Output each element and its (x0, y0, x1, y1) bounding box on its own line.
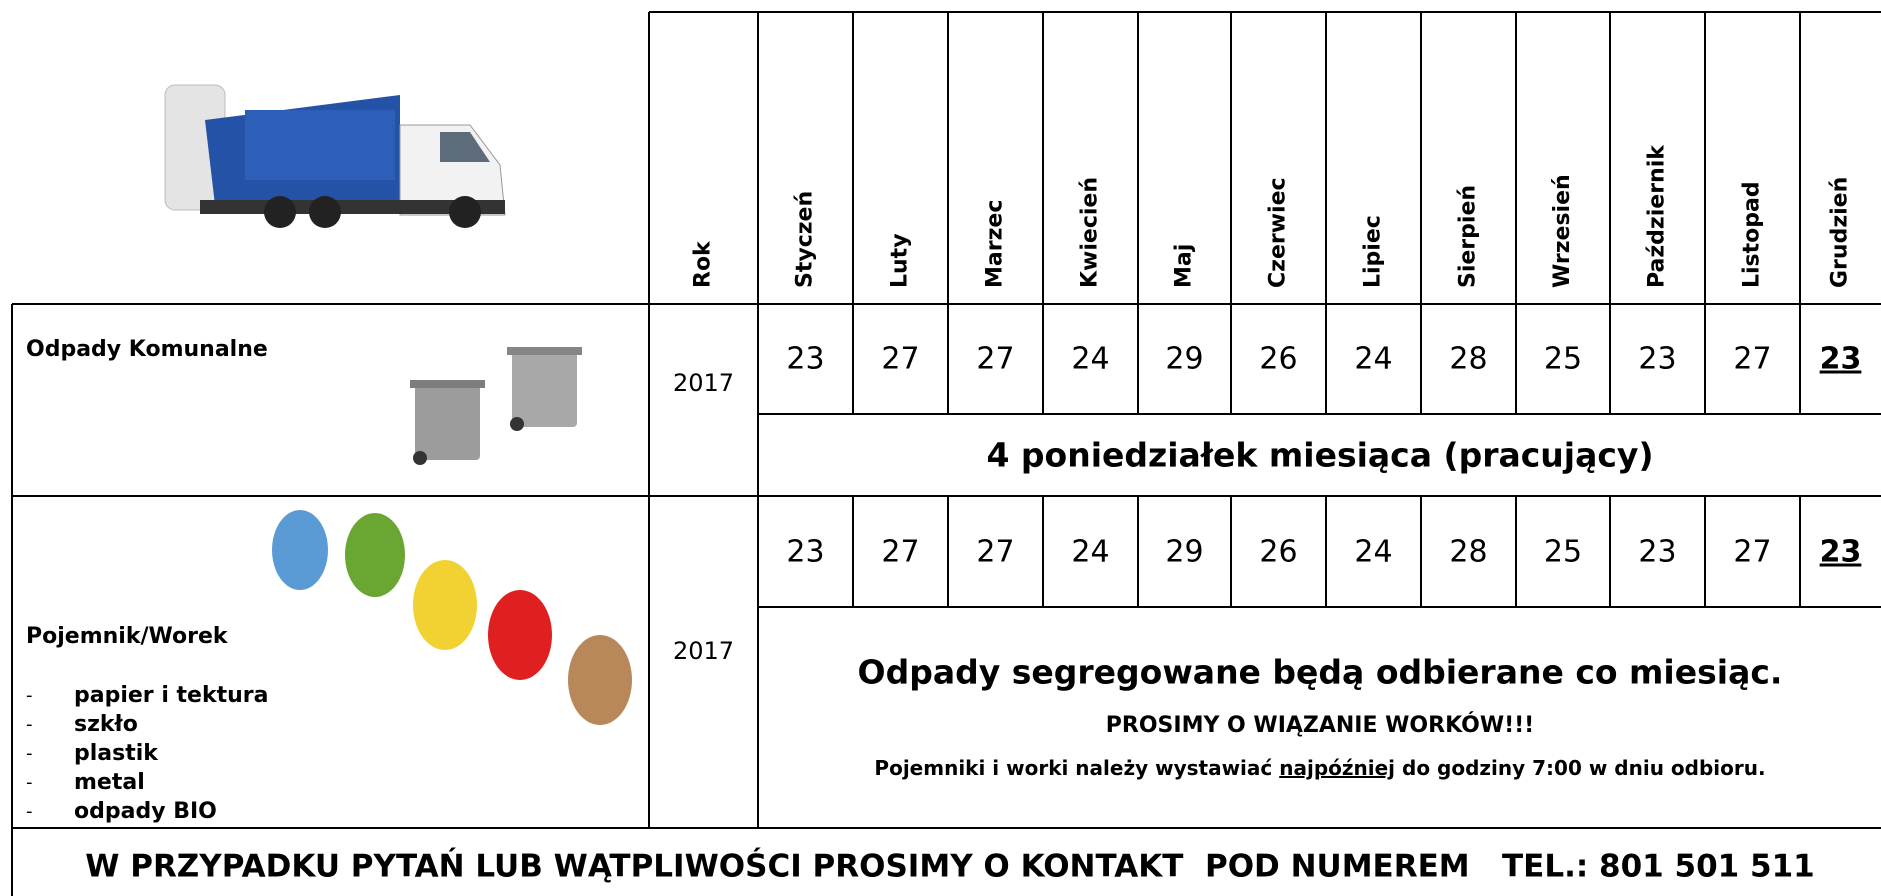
truck-image (165, 85, 505, 228)
bullet: - (26, 743, 33, 764)
list-item: szkło (74, 712, 138, 737)
date-cell: 29 (1165, 535, 1203, 570)
bags-image (272, 510, 632, 725)
column-header: Luty (888, 233, 913, 288)
column-header: Październik (1645, 144, 1670, 288)
row-year: 2017 (673, 369, 734, 397)
note-part: Pojemniki i worki należy wystawiać (874, 756, 1279, 780)
date-cell: 24 (1071, 342, 1109, 377)
list-item: plastik (74, 741, 159, 766)
date-cell: 27 (1733, 342, 1771, 377)
bullet: - (26, 714, 33, 735)
bullet: - (26, 772, 33, 793)
date-cell: 27 (881, 535, 919, 570)
row-title: Pojemnik/Worek (26, 624, 229, 649)
bins-image (410, 347, 582, 465)
date-cell: 28 (1449, 342, 1487, 377)
date-cell: 23 (786, 342, 824, 377)
list-item: papier i tektura (74, 683, 268, 708)
column-header: Wrzesień (1550, 174, 1575, 288)
column-header: Czerwiec (1266, 177, 1291, 288)
bullet: - (26, 685, 33, 706)
date-cell: 23 (1820, 535, 1862, 570)
note-part: najpóźniej (1279, 756, 1395, 780)
row-year: 2017 (673, 637, 734, 665)
list-item: odpady BIO (74, 799, 217, 824)
row-note: PROSIMY O WIĄZANIE WORKÓW!!! (1106, 712, 1534, 738)
date-cell: 28 (1449, 535, 1487, 570)
column-header: Maj (1172, 244, 1197, 288)
date-cell: 23 (786, 535, 824, 570)
row-note: Pojemniki i worki należy wystawiać najpó… (874, 756, 1765, 780)
list-item: metal (74, 770, 145, 795)
date-cell: 24 (1354, 342, 1392, 377)
date-cell: 24 (1071, 535, 1109, 570)
date-cell: 27 (1733, 535, 1771, 570)
column-header: Styczeń (793, 191, 818, 288)
row-note: Odpady segregowane będą odbierane co mie… (858, 653, 1783, 692)
column-header: Rok (691, 240, 716, 288)
column-header: Lipiec (1361, 215, 1386, 288)
date-cell: 24 (1354, 535, 1392, 570)
date-cell: 27 (976, 535, 1014, 570)
bullet: - (26, 801, 33, 822)
column-header: Kwiecień (1078, 177, 1103, 288)
date-cell: 25 (1544, 535, 1582, 570)
date-cell: 27 (881, 342, 919, 377)
column-header: Listopad (1740, 181, 1765, 288)
note-part: do godziny 7:00 w dniu odbioru. (1395, 756, 1766, 780)
schedule-page: Rok Styczeń Luty Marzec Kwiecień Maj Czerwiec L… (0, 0, 1881, 896)
row-title: Odpady Komunalne (26, 337, 268, 362)
date-cell: 26 (1259, 342, 1297, 377)
footer: W PRZYPADKU PYTAŃ LUB WĄTPLIWOŚCI PROSIM… (85, 848, 1815, 885)
row-note: 4 poniedziałek miesiąca (pracujący) (986, 436, 1653, 475)
date-cell: 23 (1638, 342, 1676, 377)
column-header: Marzec (983, 200, 1008, 288)
column-header: Grudzień (1828, 177, 1853, 288)
date-cell: 29 (1165, 342, 1203, 377)
date-cell: 27 (976, 342, 1014, 377)
date-cell: 25 (1544, 342, 1582, 377)
date-cell: 26 (1259, 535, 1297, 570)
date-cell: 23 (1820, 342, 1862, 377)
column-header: Sierpień (1456, 185, 1481, 288)
date-cell: 23 (1638, 535, 1676, 570)
